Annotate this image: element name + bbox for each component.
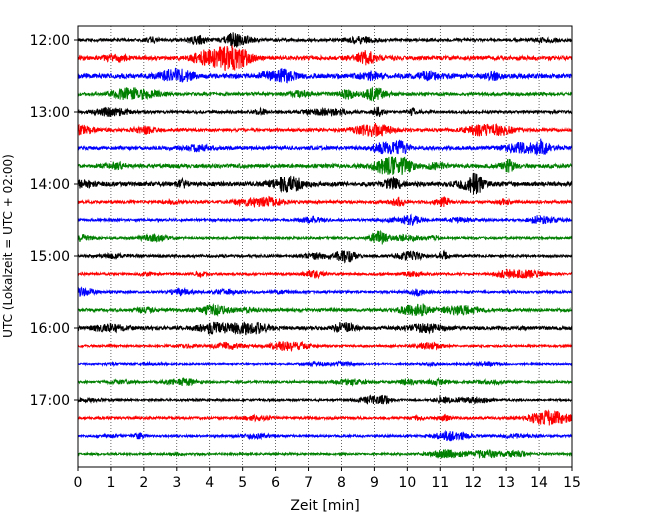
trace-1445 — [77, 229, 573, 245]
trace-1415 — [77, 195, 573, 209]
seismic-traces — [77, 32, 573, 460]
trace-1215 — [77, 45, 573, 72]
trace-1600 — [77, 321, 573, 336]
x-tick-label: 14 — [530, 475, 548, 491]
trace-1630 — [77, 360, 573, 368]
plot-frame — [77, 25, 573, 468]
trace-1745 — [77, 448, 573, 460]
trace-1700 — [77, 394, 573, 405]
x-tick-label: 13 — [497, 475, 515, 491]
trace-1530 — [77, 286, 573, 298]
y-tick-label: 12:00 — [30, 33, 70, 49]
trace-1315 — [77, 123, 573, 138]
trace-1615 — [77, 340, 573, 353]
x-tick-label: 2 — [139, 475, 148, 491]
trace-1345 — [77, 156, 573, 175]
trace-1330 — [77, 138, 573, 156]
x-tick-label: 0 — [74, 475, 83, 491]
trace-1730 — [77, 429, 573, 442]
trace-1245 — [77, 86, 573, 102]
x-tick-label: 5 — [238, 475, 247, 491]
trace-1430 — [77, 213, 573, 226]
x-tick-label: 8 — [337, 475, 346, 491]
x-tick-label: 3 — [172, 475, 181, 491]
x-tick-label: 11 — [431, 475, 449, 491]
y-axis-label: UTC (Lokalzeit = UTC + 02:00) — [1, 154, 15, 338]
y-tick-label: 13:00 — [30, 105, 70, 121]
trace-1645 — [77, 376, 573, 388]
y-tick-label: 14:00 — [30, 177, 70, 193]
trace-1500 — [77, 249, 573, 264]
x-tick-label: 10 — [398, 475, 416, 491]
x-tick-label: 7 — [304, 475, 313, 491]
x-tick-label: 12 — [464, 475, 482, 491]
trace-1400 — [77, 172, 573, 195]
x-axis-label: Zeit [min] — [290, 498, 359, 514]
x-tick-label: 4 — [205, 475, 214, 491]
trace-1715 — [77, 409, 573, 426]
trace-1515 — [77, 268, 573, 280]
y-tick-label: 17:00 — [30, 393, 70, 409]
trace-1545 — [77, 303, 573, 317]
x-tick-label: 9 — [370, 475, 379, 491]
x-tick-label: 6 — [271, 475, 280, 491]
axis-ticks: 0 1 2 3 4 5 6 7 8 9 10 11 12 13 14 1512:0013:0014:0015:… — [30, 33, 581, 491]
trace-1300 — [77, 106, 573, 118]
trace-1200 — [77, 32, 573, 49]
trace-1230 — [77, 67, 573, 84]
y-tick-label: 16:00 — [30, 321, 70, 337]
x-tick-label: 1 — [106, 475, 115, 491]
y-tick-label: 15:00 — [30, 249, 70, 265]
x-tick-label: 15 — [563, 475, 581, 491]
